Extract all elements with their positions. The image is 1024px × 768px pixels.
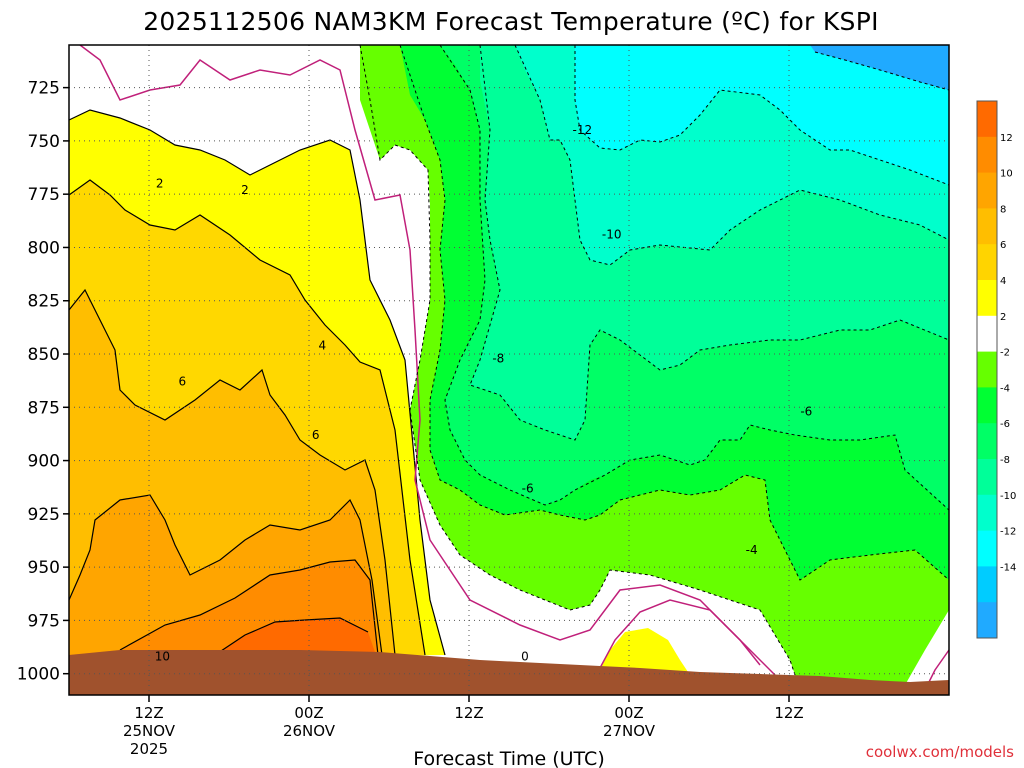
colorbar-tick-label: -4 xyxy=(1000,383,1010,394)
colorbar-tick-label: 8 xyxy=(1000,204,1006,215)
x-axis-label: Forecast Time (UTC) xyxy=(413,748,604,768)
colorbar-segment xyxy=(977,494,997,532)
x-tick-label: 00Z xyxy=(294,704,323,722)
x-tick-label: 12Z xyxy=(774,704,803,722)
x-tick-label: 26NOV xyxy=(283,722,336,740)
y-tick-label: 1000 xyxy=(17,665,60,685)
colorbar-frame xyxy=(976,100,998,639)
credit-text: coolwx.com/models xyxy=(866,743,1014,761)
colorbar-tick-label: 6 xyxy=(1000,240,1006,251)
colorbar-tick-label: -8 xyxy=(1000,455,1010,466)
contour-label: 2 xyxy=(156,177,164,191)
contour-label: -6 xyxy=(800,405,812,419)
y-tick-label: 850 xyxy=(28,345,60,365)
colorbar-tick-label: -2 xyxy=(1000,348,1010,359)
contour-label: -10 xyxy=(602,228,622,242)
contour-label: -6 xyxy=(522,481,534,495)
colorbar-segment xyxy=(977,387,997,424)
x-tick-label: 27NOV xyxy=(603,722,656,740)
dashed-contour-lines xyxy=(359,45,949,691)
y-tick-label: 725 xyxy=(28,79,60,99)
colorbar-segment xyxy=(977,244,997,281)
colorbar-tick-label: 10 xyxy=(1000,169,1013,180)
colorbar-tick-label: -6 xyxy=(1000,419,1010,430)
colorbar-segment xyxy=(977,208,997,245)
y-axis: 725 750 775 800 825 850 875 900 925 950 975 1000 xyxy=(17,79,69,685)
colorbar-tick-label: 12 xyxy=(1000,133,1013,144)
grid xyxy=(69,45,949,695)
colorbar-segment xyxy=(977,101,997,138)
contour-label: 6 xyxy=(179,375,187,389)
colorbar: 12 10 8 6 4 2 -2 -4 -6 -8 -10 -12 -14 xyxy=(976,100,1016,639)
colorbar-tick-label: 4 xyxy=(1000,276,1006,287)
y-tick-label: 800 xyxy=(28,238,60,258)
colorbar-segment xyxy=(977,172,997,209)
colorbar-tick-label: -10 xyxy=(1000,491,1016,502)
y-tick-label: 825 xyxy=(28,292,60,312)
x-tick-label: 12Z xyxy=(134,704,163,722)
colorbar-segment xyxy=(977,351,997,388)
contour-lines xyxy=(69,109,446,656)
colorbar-tick-label: 2 xyxy=(1000,312,1006,323)
contour-label: 6 xyxy=(312,428,320,442)
y-tick-label: 925 xyxy=(28,505,60,525)
x-tick-label: 25NOV xyxy=(123,722,176,740)
x-tick-label: 00Z xyxy=(614,704,643,722)
contour-labels: 2 2 4 6 6 10 0 -12 -10 -8 -6 -6 -4 xyxy=(155,123,813,664)
colorbar-segment xyxy=(977,280,997,317)
contour-label: 10 xyxy=(155,650,170,664)
contour-label: -4 xyxy=(746,543,758,557)
band-surface-warm-blob xyxy=(600,628,688,672)
colorbar-segment xyxy=(977,530,997,567)
band-cold-below-minus14 xyxy=(810,45,949,90)
colorbar-segment xyxy=(977,315,997,353)
x-tick-label: 12Z xyxy=(454,704,483,722)
y-tick-label: 750 xyxy=(28,132,60,152)
contour-label: -12 xyxy=(573,123,593,137)
band-cold-minus12-minus14 xyxy=(575,45,949,185)
contour-label: 4 xyxy=(319,338,327,352)
x-tick-label: 2025 xyxy=(130,740,168,758)
terrain xyxy=(69,650,949,695)
colorbar-tick-label: -12 xyxy=(1000,527,1016,538)
temperature-field xyxy=(69,45,949,695)
colorbar-segment xyxy=(977,136,997,174)
plot-frame xyxy=(68,44,950,696)
colorbar-segment xyxy=(977,602,997,639)
band-warm-10-12 xyxy=(215,618,376,655)
contour-label: 2 xyxy=(241,183,249,197)
y-tick-label: 775 xyxy=(28,185,60,205)
y-tick-label: 950 xyxy=(28,558,60,578)
colorbar-segment xyxy=(977,459,997,496)
colorbar-tick-label: -14 xyxy=(1000,562,1016,573)
y-tick-label: 975 xyxy=(28,611,60,631)
colorbar-segment xyxy=(977,566,997,603)
colorbar-segment xyxy=(977,423,997,460)
y-tick-label: 875 xyxy=(28,398,60,418)
contour-label: -8 xyxy=(492,351,504,365)
contour-label: 0 xyxy=(521,650,529,664)
y-tick-label: 900 xyxy=(28,452,60,472)
chart-title: 2025112506 NAM3KM Forecast Temperature (… xyxy=(143,7,879,36)
